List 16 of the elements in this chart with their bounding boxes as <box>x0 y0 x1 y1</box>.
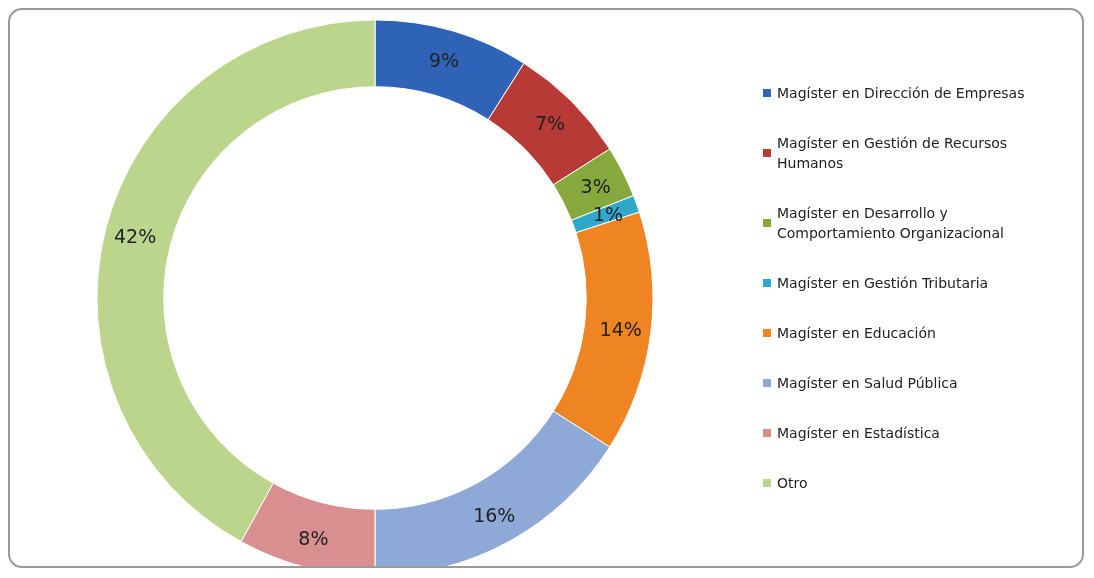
data-label: 8% <box>298 526 329 549</box>
data-label: 3% <box>580 174 611 197</box>
data-label: 42% <box>114 225 157 248</box>
data-label: 16% <box>473 504 516 527</box>
legend-label: Magíster en Dirección de Empresas <box>777 85 1025 101</box>
legend-label: Magíster en Salud Pública <box>777 375 958 391</box>
legend-label: Otro <box>777 475 808 491</box>
data-label: 9% <box>429 49 460 72</box>
data-label: 7% <box>535 111 566 134</box>
legend-label: Magíster en Estadística <box>777 425 940 441</box>
legend-label: Magíster en Gestión Tributaria <box>777 275 989 291</box>
data-label: 14% <box>599 318 642 341</box>
data-label: 1% <box>592 203 624 226</box>
legend-label: Magíster en Desarrollo y Comportamiento Organizacional <box>777 205 1004 241</box>
legend-label: Magíster en Educación <box>777 325 936 341</box>
legend-label: Magíster en Gestión de Recursos Humanos <box>777 135 1012 171</box>
